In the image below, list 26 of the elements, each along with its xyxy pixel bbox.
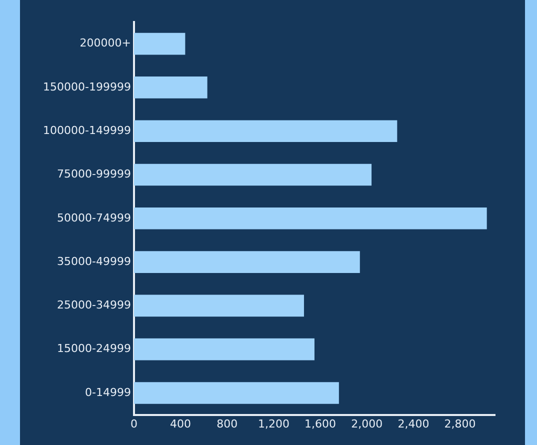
x-tick-label: 2,800 (444, 417, 476, 430)
y-tick-label: 25000-34999 (56, 298, 131, 312)
x-tick-label: 400 (170, 417, 192, 430)
x-tick-label: 2,000 (351, 417, 383, 430)
y-tick-label: 100000-149999 (43, 124, 131, 137)
bar (134, 76, 208, 98)
bar (134, 294, 304, 317)
x-tick-label: 1,600 (304, 417, 336, 430)
bar (134, 338, 314, 360)
y-tick-label: 15000-24999 (56, 342, 131, 356)
y-tick-label: 150000-199999 (43, 80, 131, 94)
y-tick-label: 50000-74999 (56, 211, 131, 224)
x-tick-label: 1,200 (258, 417, 290, 430)
bar (134, 164, 372, 186)
y-tick-label: 0-14999 (84, 386, 131, 399)
bar (134, 251, 360, 273)
bar (134, 207, 487, 230)
x-tick-label: 800 (216, 417, 238, 430)
x-tick-label: 0 (130, 417, 138, 430)
y-tick-label: 35000-49999 (56, 254, 131, 268)
y-tick-label: 200000+ (80, 36, 131, 50)
bar (134, 32, 186, 55)
y-tick-label: 75000-99999 (56, 168, 131, 181)
bar (134, 382, 339, 404)
x-tick-label: 2,400 (398, 417, 430, 430)
bar (134, 120, 398, 142)
